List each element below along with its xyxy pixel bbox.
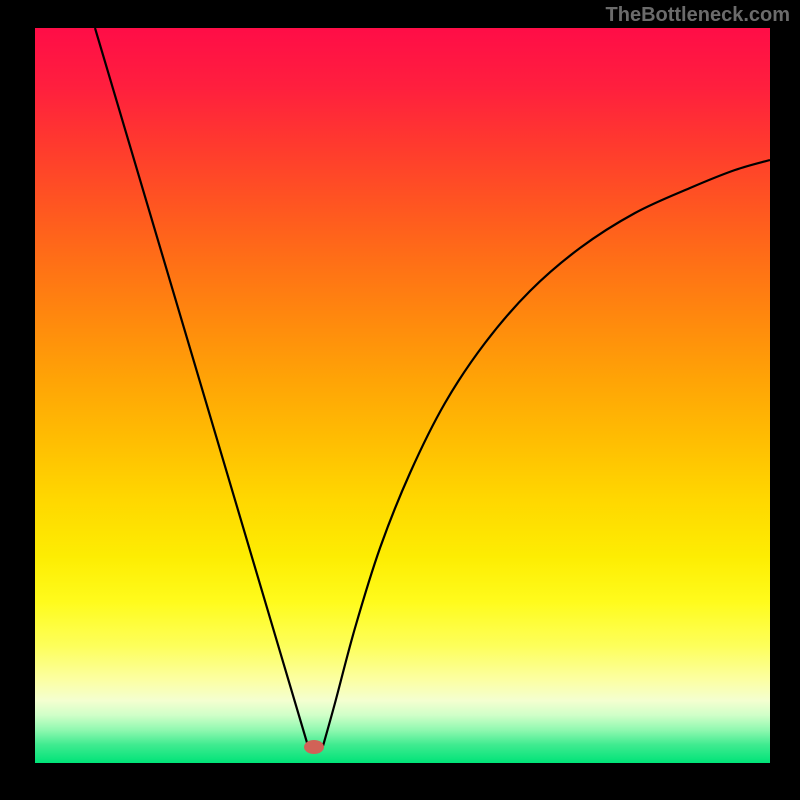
curve-left-branch <box>95 28 308 746</box>
watermark-text: TheBottleneck.com <box>606 4 790 27</box>
optimal-marker <box>304 740 324 754</box>
bottleneck-curve <box>35 28 770 763</box>
chart-plot-area <box>35 28 770 763</box>
curve-right-branch <box>323 160 770 746</box>
